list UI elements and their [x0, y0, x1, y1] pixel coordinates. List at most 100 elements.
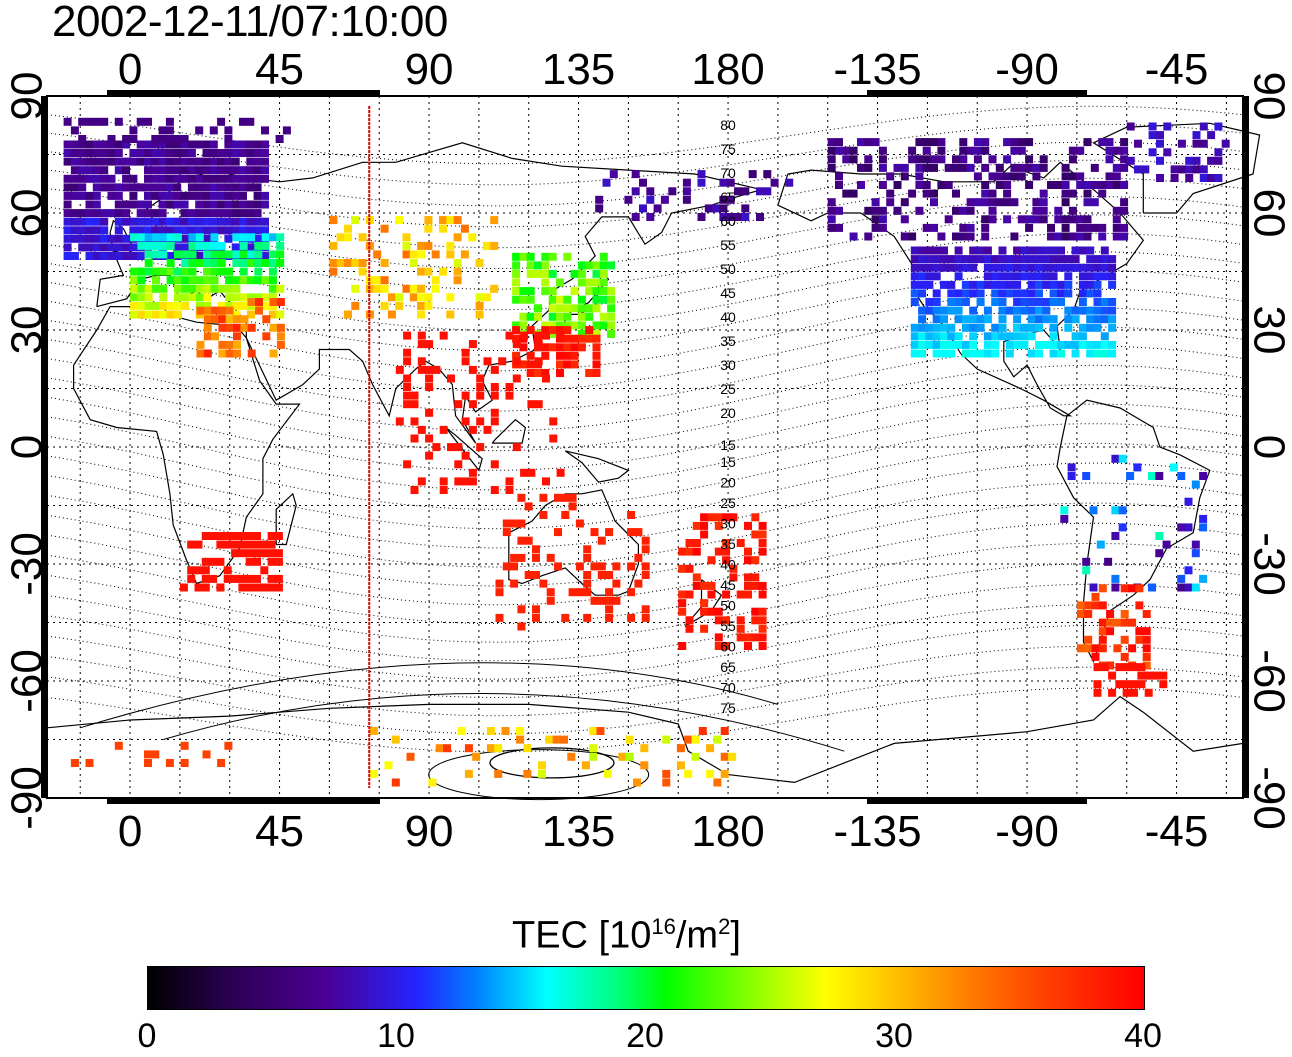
tec-cell: [726, 178, 735, 187]
tec-cell: [217, 117, 226, 126]
tec-cell: [502, 528, 511, 537]
tec-cell: [952, 232, 960, 241]
tec-cell: [952, 163, 960, 172]
tec-cell: [173, 267, 182, 276]
tec-cell: [707, 556, 716, 565]
graticule: [47, 96, 1243, 798]
tec-cell: [605, 528, 614, 537]
tec-cell: [232, 259, 241, 267]
tec-cell: [114, 166, 123, 175]
tec-cell: [1049, 289, 1058, 298]
tec-cell: [542, 331, 550, 340]
tec-cell: [707, 607, 716, 616]
tec-cell: [201, 557, 210, 566]
tec-cell: [260, 566, 269, 575]
tec-cell: [592, 295, 601, 304]
tec-cell: [1035, 298, 1043, 306]
tec-cell: [152, 276, 160, 285]
tec-cell: [387, 293, 396, 302]
tec-cell: [100, 252, 109, 260]
tec-cell: [556, 468, 565, 477]
tec-cell: [1098, 138, 1107, 147]
tec-cell: [410, 400, 419, 409]
tec-cell: [785, 178, 794, 187]
tec-cell: [592, 343, 601, 352]
tec-cell: [1185, 156, 1194, 165]
tec-cell: [871, 215, 880, 224]
tec-cell: [995, 172, 1004, 181]
tec-cell: [719, 195, 728, 204]
tec-cell: [1027, 289, 1036, 298]
tec-cell: [556, 360, 564, 369]
tec-cell: [417, 425, 426, 434]
tec-cell: [940, 340, 948, 349]
tec-cell: [201, 566, 210, 575]
tec-cell: [1184, 566, 1193, 575]
contour-labels: 8075706560555045403530252015152025303540…: [720, 117, 736, 716]
tec-cell: [475, 293, 484, 302]
tec-cell: [1039, 206, 1048, 215]
tec-cell: [736, 633, 745, 642]
tec-cell: [85, 200, 94, 209]
tec-cell: [726, 195, 735, 204]
tec-cell: [1064, 315, 1073, 324]
tec-cell: [549, 434, 558, 443]
tec-cell: [668, 187, 677, 196]
tec-cell: [1120, 206, 1129, 215]
tec-cell: [1039, 189, 1048, 198]
tec-cell: [969, 263, 978, 272]
tec-cell: [144, 233, 153, 242]
contour-label: 55: [720, 237, 736, 253]
tec-cell: [336, 233, 345, 242]
tec-cell: [1025, 163, 1034, 172]
tec-cell: [568, 588, 577, 597]
tec-cell: [188, 267, 197, 276]
tec-cell: [431, 276, 440, 285]
tec-cell: [991, 340, 1000, 349]
tec-cell: [1076, 215, 1085, 224]
tec-cell: [261, 301, 270, 310]
tec-cell: [1049, 272, 1058, 281]
tec-cell: [520, 331, 529, 340]
tec-cell: [233, 315, 241, 324]
tec-cell: [1084, 644, 1093, 653]
tec-cell: [639, 178, 647, 187]
tec-cell: [983, 263, 992, 272]
tec-cell: [202, 140, 211, 149]
tec-cell: [158, 174, 167, 183]
tec-cell: [424, 216, 433, 225]
tec-cell: [351, 216, 360, 225]
tec-cell: [563, 334, 572, 343]
tec-cell: [512, 351, 521, 360]
tec-cell: [961, 298, 970, 306]
tec-cell: [1120, 610, 1129, 618]
tec-cell: [223, 566, 232, 575]
tec-cell: [100, 234, 109, 243]
tec-cell: [541, 261, 550, 270]
tec-cell: [173, 217, 182, 226]
tec-cell: [269, 298, 278, 306]
tec-cell: [900, 215, 909, 224]
tec-cell: [910, 298, 919, 306]
tec-cell: [247, 233, 255, 242]
tec-cell: [254, 241, 263, 250]
contour-label: 40: [720, 557, 736, 573]
tec-cell: [232, 293, 241, 302]
tec-cell: [871, 206, 880, 215]
tec-cell: [741, 187, 750, 196]
tec-cell: [893, 181, 902, 189]
tec-cell: [173, 226, 182, 235]
tec-cell: [85, 174, 94, 183]
tec-cell: [751, 530, 760, 539]
tec-cell: [512, 287, 521, 296]
tec-cell: [908, 146, 917, 155]
tec-cell: [930, 155, 938, 164]
lon-tick-top: 135: [542, 45, 615, 94]
tec-cell: [1064, 263, 1073, 272]
tec-cell: [261, 174, 269, 183]
tec-cell: [202, 183, 211, 192]
tec-cell: [918, 340, 927, 349]
tec-cell: [758, 616, 767, 625]
tec-cell: [1142, 652, 1151, 661]
tec-cell: [592, 304, 601, 313]
